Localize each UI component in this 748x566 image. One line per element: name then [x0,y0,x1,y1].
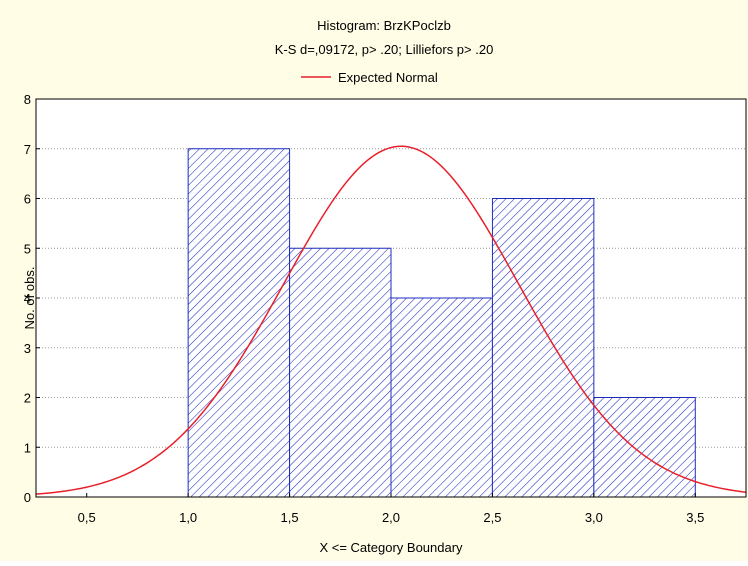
x-tick-label: 2,0 [382,510,400,525]
y-tick-label: 0 [24,490,31,505]
legend-label: Expected Normal [338,70,438,85]
histogram-bar [491,198,595,498]
y-tick-label: 7 [24,142,31,157]
y-tick-label: 4 [24,291,31,306]
y-tick-label: 2 [24,391,31,406]
chart-title: Histogram: BrzKPoclzb [317,18,451,33]
y-tick-label: 8 [24,92,31,107]
y-axis-ticks: 0 1 2 3 4 5 6 7 8 [24,92,40,505]
x-axis-ticks: 0,5 1,0 1,5 2,0 2,5 3,0 3,5 [78,493,704,525]
y-tick-label: 1 [24,440,31,455]
histogram-bar [593,397,696,498]
y-tick-label: 3 [24,341,31,356]
x-tick-label: 3,0 [585,510,603,525]
histogram-bars [187,148,696,498]
x-axis-label: X <= Category Boundary [319,540,463,555]
y-tick-label: 5 [24,241,31,256]
histogram-bar [289,247,392,498]
x-tick-label: 2,5 [483,510,501,525]
histogram-bar [390,297,493,498]
y-tick-label: 6 [24,192,31,207]
x-tick-label: 0,5 [78,510,96,525]
y-axis-label: No. of obs. [22,267,37,330]
chart-subtitle: K-S d=,09172, p> .20; Lilliefors p> .20 [275,42,494,57]
legend: Expected Normal [301,70,438,85]
x-tick-label: 3,5 [686,510,704,525]
x-tick-label: 1,5 [281,510,299,525]
x-tick-label: 1,0 [179,510,197,525]
expected-normal-curve [35,145,747,495]
histogram-bar [187,148,291,498]
